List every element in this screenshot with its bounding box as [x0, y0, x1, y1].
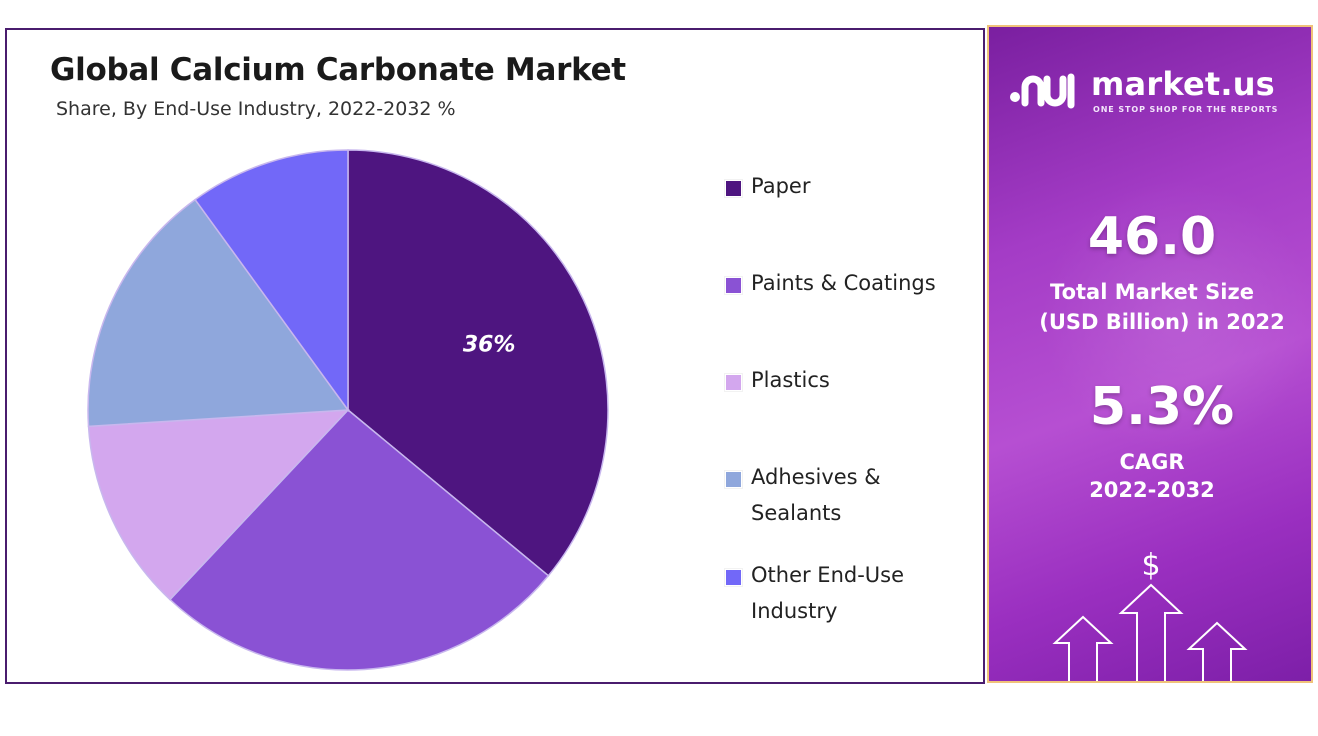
dollar-sign-icon: $ [1141, 548, 1160, 583]
brand-tagline: ONE STOP SHOP FOR THE REPORTS [1093, 105, 1279, 114]
growth-arrows-icon: $ [1052, 548, 1248, 681]
legend-swatch [725, 180, 742, 197]
legend-swatch [725, 471, 742, 488]
legend-label: Other End-Use Industry [751, 563, 905, 623]
market-size-caption-line1: Total Market Size [1050, 280, 1254, 304]
legend-label: Adhesives & Sealants [751, 465, 881, 525]
chart-title: Global Calcium Carbonate Market [50, 52, 626, 88]
pie-slice-paints-coatings [168, 408, 550, 671]
legend-swatch [725, 374, 742, 391]
pie-slice-plastics [87, 409, 350, 601]
pie-chart: 36% [87, 149, 609, 671]
brand-name: market.us [1091, 65, 1275, 103]
market-us-logo-icon [1010, 73, 1075, 109]
legend-label: Paper [751, 174, 811, 198]
legend-swatch [725, 569, 742, 586]
chart-subtitle: Share, By End-Use Industry, 2022-2032 % [56, 98, 456, 120]
market-summary-panel: market.us ONE STOP SHOP FOR THE REPORTS … [987, 25, 1313, 683]
legend-label: Paints & Coatings [751, 271, 936, 295]
market-size-caption-line2: (USD Billion) in 2022 [1039, 310, 1285, 334]
cagr-caption-line2: 2022-2032 [1089, 478, 1215, 502]
pie-slice-other-end-use-industry [194, 149, 349, 413]
legend-swatch [725, 277, 742, 294]
pie-slice-adhesives-sealants [87, 198, 350, 428]
brand-logo: market.us ONE STOP SHOP FOR THE REPORTS [1009, 63, 1309, 114]
pie-slice-paper [347, 149, 609, 577]
market-size-value: 46.0 [1087, 207, 1217, 267]
legend-label: Plastics [751, 368, 830, 392]
pie-data-label: 36% [463, 333, 516, 358]
cagr-caption-line1: CAGR [1119, 450, 1185, 474]
cagr-value: 5.3% [1089, 377, 1235, 437]
